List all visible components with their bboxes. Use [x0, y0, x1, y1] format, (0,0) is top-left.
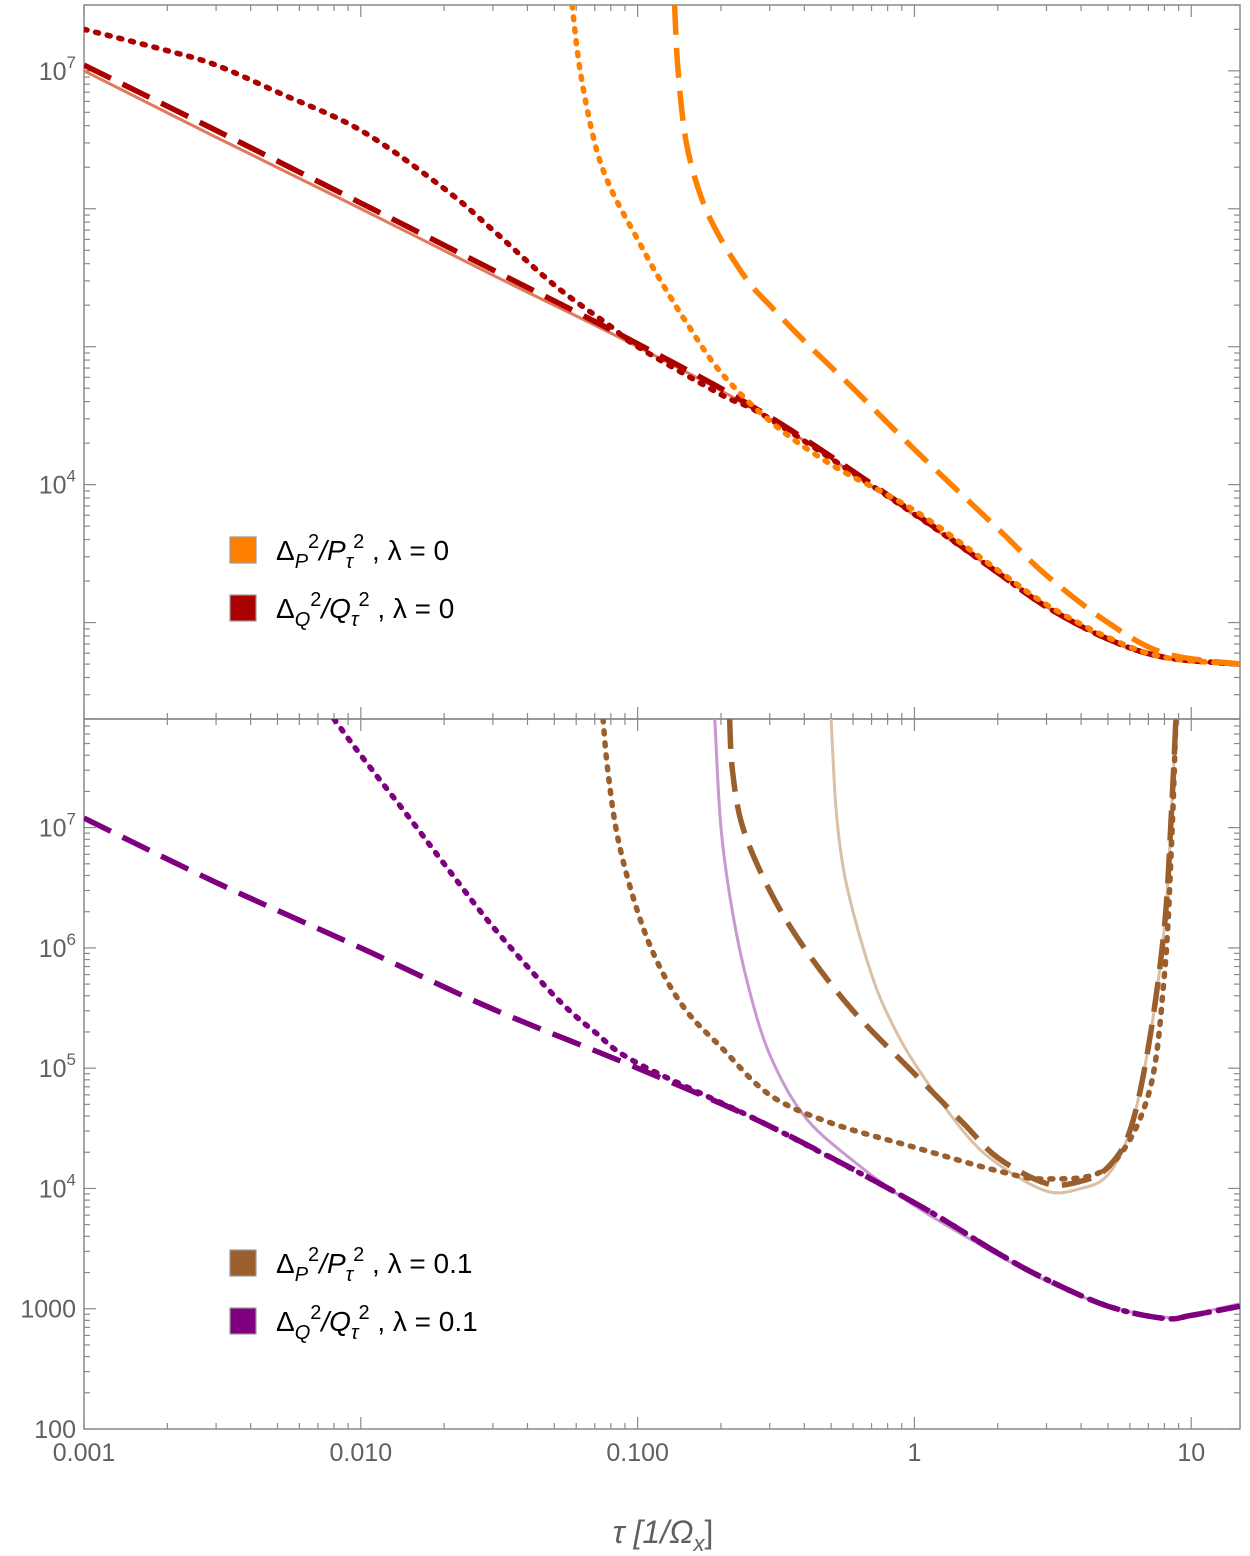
legend-swatch [229, 1249, 257, 1277]
top-panel: 107 104 ΔP2/Pτ2 , λ = 0 ΔQ2/Qτ2 , λ = 0 [39, 4, 1241, 720]
bottom-panel-ticks [83, 718, 1240, 1430]
series-line-p-dotted [600, 719, 1179, 1182]
x-tick-labels: 0.001 0.010 0.100 1 10 [53, 1439, 1205, 1467]
bottom-panel-legend: ΔP2/Pτ2 , λ = 0.1 ΔQ2/Qτ2 , λ = 0.1 [229, 1244, 478, 1344]
x-tick-label: 0.010 [330, 1439, 393, 1467]
bottom-panel-frame [83, 718, 1241, 1430]
bottom-panel-series [84, 719, 1240, 1322]
series-line-q-dashed [84, 62, 1240, 667]
series-line-q-dashed [84, 815, 1240, 1322]
bottom-panel-y-tick-labels: 107 106 105 104 1000 100 [20, 810, 76, 1444]
legend-label: ΔQ2/Qτ2 , λ = 0 [276, 589, 454, 631]
y-tick-label: 107 [39, 810, 76, 843]
legend-swatch [229, 536, 257, 564]
series-line-p-dotted [569, 5, 1240, 667]
x-tick-label: 1 [907, 1439, 921, 1467]
legend-label: ΔQ2/Qτ2 , λ = 0.1 [276, 1302, 478, 1344]
legend-label: ΔP2/Pτ2 , λ = 0 [276, 531, 449, 573]
x-tick-label: 0.100 [606, 1439, 669, 1467]
series-line-p-dashed [671, 5, 1240, 667]
y-tick-label: 105 [39, 1050, 76, 1083]
top-panel-ticks [83, 4, 1240, 720]
x-axis-title-close: ] [704, 1514, 713, 1550]
x-axis-title: τ [1/Ωx] [613, 1514, 714, 1556]
legend-swatch [229, 594, 257, 622]
x-tick-label: 10 [1177, 1439, 1205, 1467]
x-axis-title-main: τ [1/Ω [613, 1514, 694, 1550]
y-tick-label: 100 [34, 1416, 76, 1444]
legend-swatch [229, 1307, 257, 1335]
series-line-p-dashed [726, 719, 1179, 1188]
top-panel-legend: ΔP2/Pτ2 , λ = 0 ΔQ2/Qτ2 , λ = 0 [229, 531, 454, 631]
y-tick-label: 1000 [20, 1296, 76, 1324]
top-panel-series [84, 5, 1240, 667]
y-tick-label: 104 [39, 1170, 76, 1203]
x-tick-label: 0.001 [53, 1439, 116, 1467]
series-line-q-solid-light [713, 719, 1240, 1320]
bottom-panel: 107 106 105 104 1000 100 ΔP2/Pτ2 , λ = 0.1 ΔQ2… [20, 718, 1241, 1444]
y-tick-label: 104 [39, 467, 76, 500]
series-line-q-dotted [84, 26, 1240, 667]
y-tick-label: 106 [39, 930, 76, 963]
series-line-q-dotted [331, 719, 1240, 1322]
top-panel-y-tick-labels: 107 104 [39, 53, 76, 500]
series-line-p-solid-light [829, 719, 1178, 1195]
y-tick-label: 107 [39, 53, 76, 86]
legend-label: ΔP2/Pτ2 , λ = 0.1 [276, 1244, 472, 1286]
series-line-reference-solid [84, 69, 1240, 666]
x-axis-title-sub: x [692, 1531, 705, 1556]
